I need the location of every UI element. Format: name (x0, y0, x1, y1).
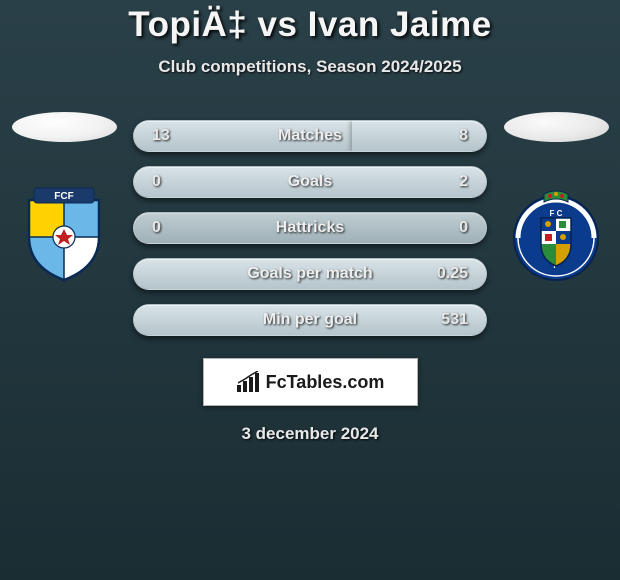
svg-text:F C: F C (550, 209, 563, 218)
player-right-face-placeholder (504, 112, 609, 142)
stat-right-value: 0.25 (437, 265, 468, 283)
stat-label: Min per goal (263, 311, 357, 329)
stat-row-goals: 0 Goals 2 (133, 166, 487, 198)
porto-crest: F C P (506, 182, 606, 282)
stat-label: Goals (288, 173, 332, 191)
date-text: 3 december 2024 (0, 424, 620, 444)
page-subtitle: Club competitions, Season 2024/2025 (0, 57, 620, 77)
player-left-face-placeholder (12, 112, 117, 142)
page-title: TopiÄ‡ vs Ivan Jaime (0, 5, 620, 45)
left-player-col: FCF (5, 112, 123, 282)
stat-right-value: 531 (441, 311, 468, 329)
stat-right-value: 2 (459, 173, 468, 191)
right-player-col: F C P (497, 112, 615, 282)
comparison-area: FCF 13 Matches 8 0 Goals 2 (0, 112, 620, 336)
logo-text: FcTables.com (266, 372, 385, 393)
stat-row-min-per-goal: Min per goal 531 (133, 304, 487, 336)
stat-label: Matches (278, 127, 342, 145)
comparison-card: TopiÄ‡ vs Ivan Jaime Club competitions, … (0, 0, 620, 444)
svg-text:FCF: FCF (54, 191, 73, 202)
fctables-logo[interactable]: FcTables.com (203, 358, 418, 406)
stat-label: Hattricks (276, 219, 344, 237)
stat-right-value: 8 (459, 127, 468, 145)
stat-label: Goals per match (247, 265, 372, 283)
stat-row-goals-per-match: Goals per match 0.25 (133, 258, 487, 290)
stats-column: 13 Matches 8 0 Goals 2 0 Hattricks 0 Goa… (133, 112, 487, 336)
stat-right-value: 0 (459, 219, 468, 237)
bar-chart-icon (236, 371, 262, 393)
stat-left-value: 13 (152, 127, 170, 145)
stat-row-hattricks: 0 Hattricks 0 (133, 212, 487, 244)
famalicao-crest: FCF (14, 182, 114, 282)
stat-row-matches: 13 Matches 8 (133, 120, 487, 152)
stat-left-value: 0 (152, 173, 161, 191)
stat-left-value: 0 (152, 219, 161, 237)
